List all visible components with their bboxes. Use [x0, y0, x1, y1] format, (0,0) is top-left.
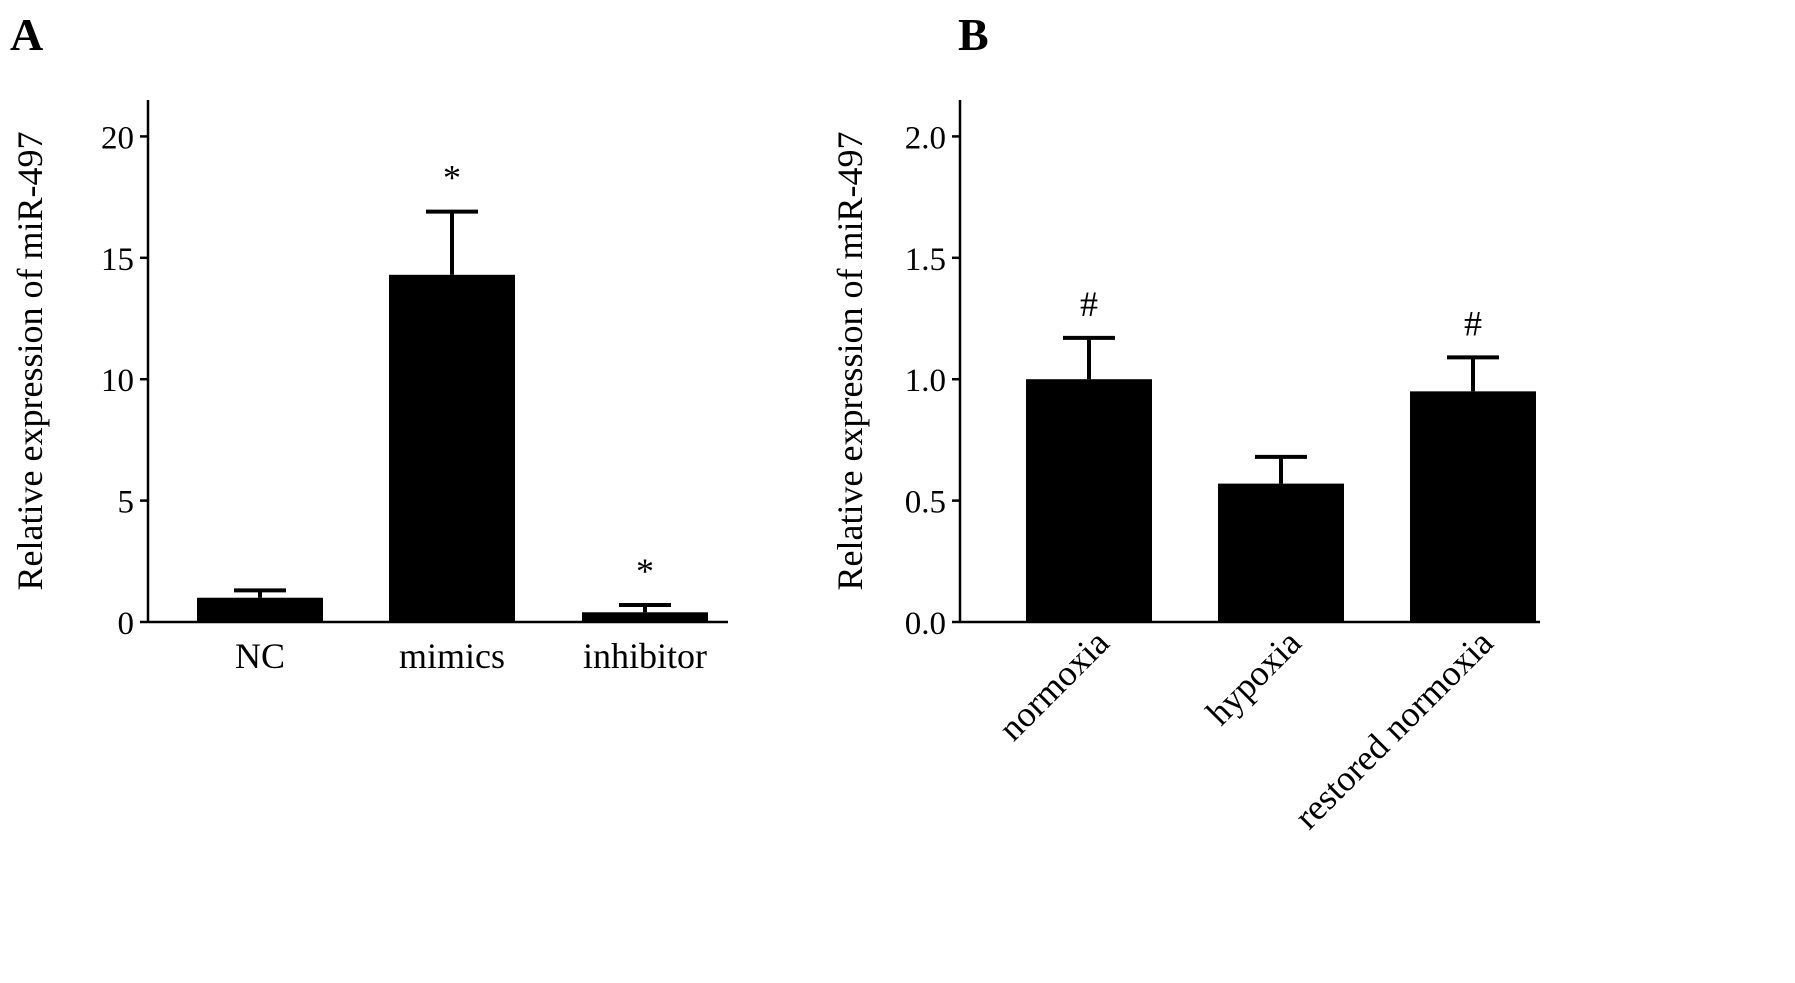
x-tick-label: NC — [235, 636, 285, 676]
bar-inhibitor — [582, 612, 708, 622]
x-tick-label: normoxia — [991, 622, 1117, 748]
y-axis-label: Relative expression of miR-497 — [830, 132, 870, 591]
y-tick-label: 20 — [101, 120, 134, 156]
x-tick-label: mimics — [399, 636, 505, 676]
y-tick-label: 0 — [118, 606, 135, 642]
bar-hypoxia — [1218, 483, 1344, 622]
bar-NC — [197, 597, 323, 622]
y-tick-label: 10 — [101, 363, 134, 399]
significance-marker: # — [1464, 303, 1482, 343]
bar-restored-normoxia — [1410, 391, 1536, 622]
y-tick-label: 0.0 — [905, 606, 946, 642]
chart-panel-b: 0.0 0.5 1.0 1.5 2.0 Relative expression of mi… — [830, 100, 1540, 837]
y-tick-label: 1.0 — [905, 363, 946, 399]
significance-marker: * — [636, 551, 654, 591]
x-tick-label: inhibitor — [583, 636, 707, 676]
y-tick-label: 0.5 — [905, 485, 946, 521]
y-tick-label: 2.0 — [905, 120, 946, 156]
y-tick-label: 1.5 — [905, 242, 946, 278]
bar-normoxia — [1026, 379, 1152, 622]
x-tick-label: restored normoxia — [1286, 622, 1500, 836]
panel-b-letter: B — [958, 9, 989, 60]
y-axis-label: Relative expression of miR-497 — [10, 132, 50, 591]
significance-marker: * — [443, 158, 461, 198]
panel-a-letter: A — [10, 9, 43, 60]
significance-marker: # — [1080, 284, 1098, 324]
bar-mimics — [389, 274, 515, 622]
y-tick-label: 15 — [101, 242, 134, 278]
chart-panel-a: 0 5 10 15 20 Relative expression of miR-497 NC… — [10, 100, 728, 676]
x-tick-label: hypoxia — [1198, 622, 1308, 732]
y-tick-label: 5 — [118, 485, 135, 521]
